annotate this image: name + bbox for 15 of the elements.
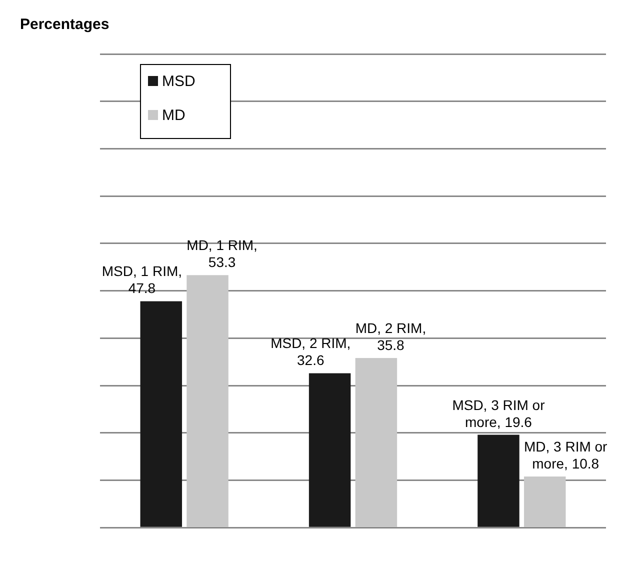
data-label: MD, 2 RIM, 35.8 xyxy=(355,320,426,354)
data-label: MSD, 3 RIM or more, 19.6 xyxy=(452,396,546,430)
data-label: MD, 3 RIM or more, 10.8 xyxy=(524,438,608,472)
bar xyxy=(478,434,520,527)
legend-label: MSD xyxy=(162,73,196,90)
bar xyxy=(355,358,398,527)
bar xyxy=(140,301,182,527)
data-label: MD, 1 RIM, 53.3 xyxy=(186,237,258,270)
bar xyxy=(308,373,351,527)
data-label: MSD, 1 RIM, 47.8 xyxy=(102,263,182,296)
chart-title: Percentages xyxy=(20,16,110,34)
data-label: MSD, 2 RIM, 32.6 xyxy=(270,335,351,368)
bar xyxy=(186,275,228,527)
bar xyxy=(524,476,566,527)
legend-label: MD xyxy=(162,107,186,124)
